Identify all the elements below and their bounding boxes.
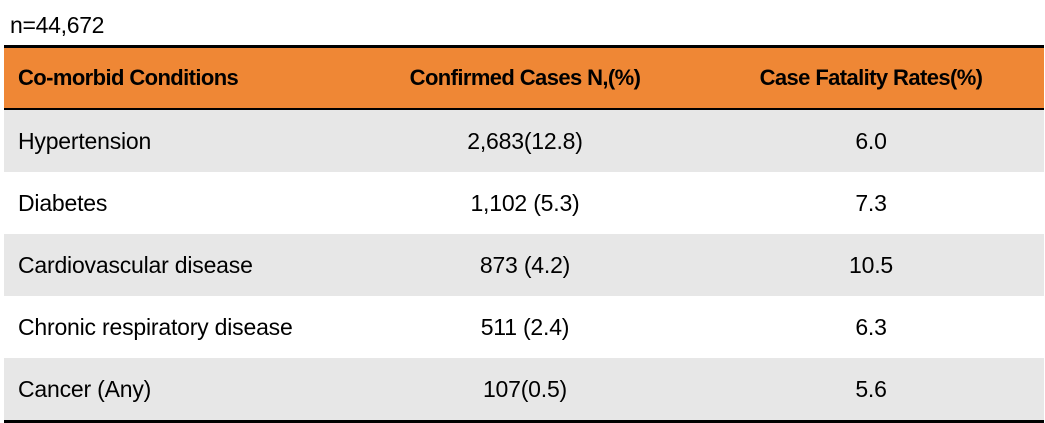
column-header-condition: Co-morbid Conditions bbox=[18, 65, 239, 90]
case-fatality-rate-cell: 6.3 bbox=[855, 313, 887, 340]
table-header-row: Co-morbid Conditions Confirmed Cases N,(… bbox=[4, 48, 1044, 110]
condition-cell: Chronic respiratory disease bbox=[18, 313, 293, 340]
column-header-case-fatality-rate: Case Fatality Rates(%) bbox=[759, 65, 983, 90]
confirmed-cases-cell: 1,102 (5.3) bbox=[470, 189, 580, 216]
condition-cell: Cardiovascular disease bbox=[18, 251, 253, 278]
confirmed-cases-cell: 511 (2.4) bbox=[480, 313, 570, 340]
case-fatality-rate-cell: 5.6 bbox=[855, 375, 887, 402]
condition-cell: Cancer (Any) bbox=[18, 375, 152, 402]
table-row: Diabetes 1,102 (5.3) 7.3 bbox=[4, 172, 1044, 234]
condition-cell: Diabetes bbox=[18, 189, 108, 216]
sample-size-caption: n=44,672 bbox=[10, 12, 105, 38]
table-row: Cardiovascular disease 873 (4.2) 10.5 bbox=[4, 234, 1044, 296]
confirmed-cases-cell: 107(0.5) bbox=[482, 375, 568, 402]
table-row: Cancer (Any) 107(0.5) 5.6 bbox=[4, 358, 1044, 420]
confirmed-cases-cell: 2,683(12.8) bbox=[467, 127, 583, 154]
condition-cell: Hypertension bbox=[18, 127, 152, 154]
column-header-confirmed-cases: Confirmed Cases N,(%) bbox=[409, 65, 641, 90]
comorbidity-table: Co-morbid Conditions Confirmed Cases N,(… bbox=[4, 45, 1044, 423]
case-fatality-rate-cell: 7.3 bbox=[855, 189, 887, 216]
case-fatality-rate-cell: 10.5 bbox=[849, 251, 893, 278]
case-fatality-rate-cell: 6.0 bbox=[855, 127, 887, 154]
table-row: Hypertension 2,683(12.8) 6.0 bbox=[4, 110, 1044, 172]
table-row: Chronic respiratory disease 511 (2.4) 6.… bbox=[4, 296, 1044, 358]
confirmed-cases-cell: 873 (4.2) bbox=[479, 251, 571, 278]
